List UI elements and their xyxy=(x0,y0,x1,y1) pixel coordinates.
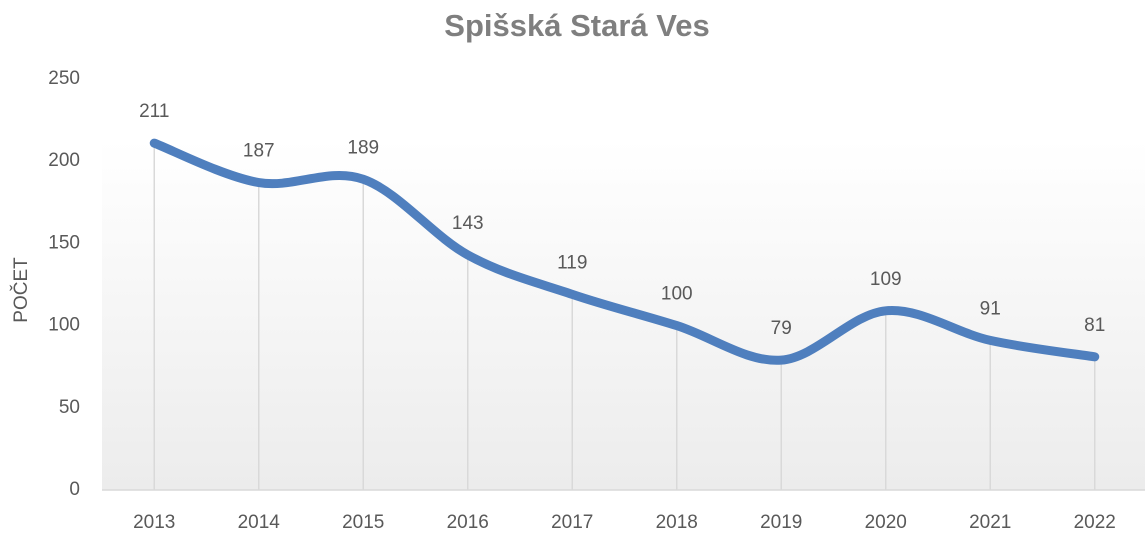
x-tick-label: 2017 xyxy=(551,512,593,533)
x-tick-label: 2022 xyxy=(1074,512,1116,533)
x-tick-label: 2020 xyxy=(865,512,907,533)
data-label: 81 xyxy=(1084,315,1105,336)
data-label: 119 xyxy=(557,252,587,273)
x-tick-label: 2015 xyxy=(342,512,384,533)
y-axis-label: POČET xyxy=(10,257,32,323)
x-tick-label: 2013 xyxy=(133,512,175,533)
chart-title: Spišská Stará Ves xyxy=(444,8,709,43)
data-label: 79 xyxy=(771,318,792,339)
data-label: 143 xyxy=(452,213,484,234)
line xyxy=(149,138,1100,365)
x-tick-label: 2016 xyxy=(447,512,489,533)
data-label: 189 xyxy=(347,137,379,158)
y-tick-label: 100 xyxy=(48,315,80,336)
y-tick-label: 200 xyxy=(48,150,80,171)
x-tick-label: 2018 xyxy=(656,512,698,533)
x-tick-label: 2021 xyxy=(969,512,1011,533)
data-label: 91 xyxy=(980,298,1001,319)
data-label: 187 xyxy=(243,141,275,162)
data-label: 109 xyxy=(870,269,902,290)
x-tick-label: 2019 xyxy=(760,512,802,533)
y-tick-label: 0 xyxy=(69,479,80,500)
y-tick-label: 250 xyxy=(48,68,80,89)
plot-background xyxy=(102,140,1145,490)
x-tick-label: 2014 xyxy=(238,512,281,533)
y-tick-label: 150 xyxy=(48,232,80,253)
data-label: 100 xyxy=(661,284,693,305)
data-label: 211 xyxy=(139,101,169,122)
y-tick-label: 50 xyxy=(59,397,80,418)
